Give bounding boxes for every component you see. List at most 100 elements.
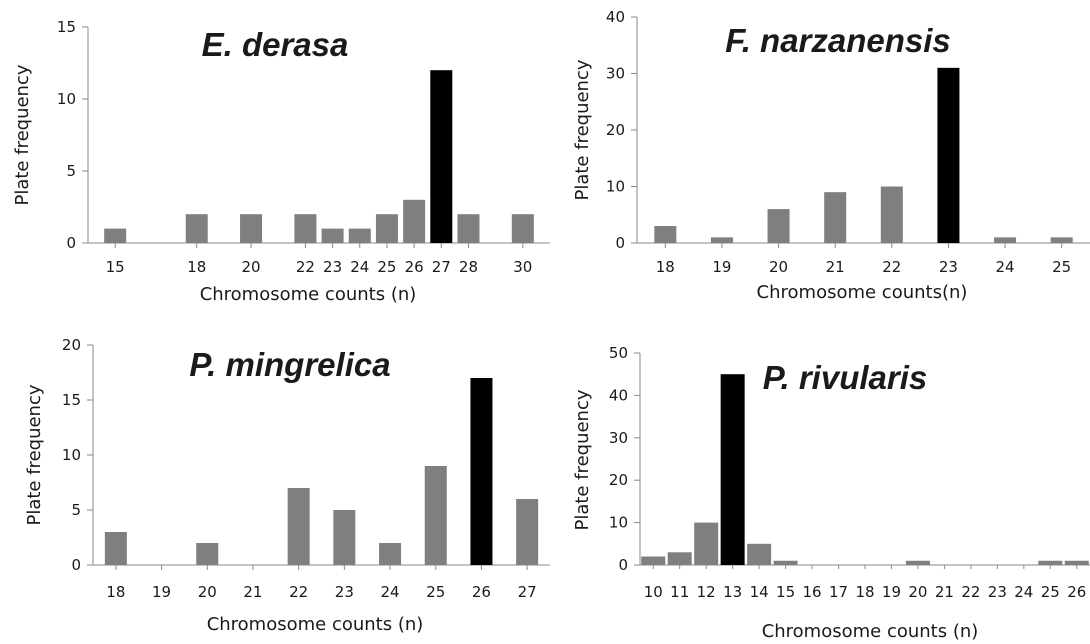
x-tick-label: 24 xyxy=(1014,583,1033,601)
bar-23 xyxy=(321,228,344,243)
x-axis-label: Chromosome counts (n) xyxy=(200,284,417,305)
panel-p-mingrelica: 0 5 10 15 20 18 19 20 21 22 23 24 25 26 27 Chromosome c… xyxy=(24,336,550,635)
bar-22 xyxy=(880,186,903,243)
x-tick-label: 16 xyxy=(803,583,822,601)
x-tick-label: 21 xyxy=(826,258,845,276)
x-tick-label: 20 xyxy=(908,583,927,601)
bar-27 xyxy=(430,70,453,243)
y-tick-label: 10 xyxy=(609,514,628,532)
x-tick-label: 22 xyxy=(882,258,901,276)
x-axis-label: Chromosome counts(n) xyxy=(757,282,968,303)
y-tick-label: 50 xyxy=(609,344,628,362)
bar-25 xyxy=(424,466,447,565)
x-tick-label: 24 xyxy=(350,258,369,276)
x-tick-label: 20 xyxy=(198,583,217,601)
bar-25 xyxy=(1050,237,1073,243)
x-tick-label: 20 xyxy=(242,258,261,276)
x-axis-label: Chromosome counts (n) xyxy=(762,621,979,642)
bar-20 xyxy=(240,214,263,243)
y-axis-label: Plate frequency xyxy=(572,389,593,530)
x-tick-label: 21 xyxy=(935,583,954,601)
x-tick-label: 23 xyxy=(939,258,958,276)
x-tick-label: 17 xyxy=(829,583,848,601)
chart-title: P. rivularis xyxy=(763,359,928,396)
bar-18 xyxy=(185,214,208,243)
bar-25 xyxy=(375,214,398,243)
x-tick-label: 19 xyxy=(712,258,731,276)
bar-11 xyxy=(667,552,692,565)
panel-f-narzanensis: 0 10 20 30 40 18 19 20 21 22 23 24 25 Chromosome coun… xyxy=(572,8,1090,303)
bar-28 xyxy=(457,214,480,243)
x-tick-label: 18 xyxy=(656,258,675,276)
bar-24 xyxy=(379,543,402,565)
bar-24 xyxy=(994,237,1017,243)
y-tick-label: 10 xyxy=(606,178,625,196)
x-tick-label: 18 xyxy=(855,583,874,601)
y-tick-label: 0 xyxy=(615,234,625,252)
y-tick-label: 20 xyxy=(62,336,81,354)
bar-27 xyxy=(516,499,539,565)
x-tick-label: 26 xyxy=(1067,583,1086,601)
x-tick-label: 12 xyxy=(697,583,716,601)
x-tick-label: 25 xyxy=(426,583,445,601)
bar-13 xyxy=(720,374,745,565)
y-tick-label: 15 xyxy=(62,391,81,409)
x-tick-label: 25 xyxy=(377,258,396,276)
x-tick-label: 22 xyxy=(289,583,308,601)
chart-title: E. derasa xyxy=(202,26,349,63)
y-tick-label: 10 xyxy=(62,446,81,464)
y-axis-label: Plate frequency xyxy=(572,59,593,200)
x-tick-label: 14 xyxy=(750,583,769,601)
bar-26 xyxy=(403,199,426,243)
y-tick-label: 5 xyxy=(71,501,81,519)
x-tick-label: 19 xyxy=(152,583,171,601)
bar-26 xyxy=(470,378,493,565)
x-tick-label: 25 xyxy=(1041,583,1060,601)
x-tick-label: 27 xyxy=(518,583,537,601)
y-tick-label: 20 xyxy=(609,471,628,489)
x-tick-label: 23 xyxy=(988,583,1007,601)
bar-18 xyxy=(104,532,127,565)
x-tick-label: 11 xyxy=(670,583,689,601)
x-tick-label: 23 xyxy=(323,258,342,276)
bar-20 xyxy=(196,543,219,565)
y-tick-label: 40 xyxy=(606,8,625,26)
x-tick-label: 15 xyxy=(776,583,795,601)
panel-e-derasa: 0 5 10 15 15 18 20 22 23 24 25 26 27 28 30 Chromosome c… xyxy=(12,18,550,305)
chart-title: P. mingrelica xyxy=(189,346,390,383)
y-tick-label: 5 xyxy=(66,162,76,180)
x-tick-label: 28 xyxy=(459,258,478,276)
bar-18 xyxy=(654,226,677,243)
x-tick-label: 30 xyxy=(513,258,532,276)
x-tick-label: 18 xyxy=(187,258,206,276)
x-tick-label: 26 xyxy=(405,258,424,276)
bar-20 xyxy=(767,209,790,243)
bar-30 xyxy=(511,214,534,243)
x-tick-label: 27 xyxy=(432,258,451,276)
y-tick-label: 0 xyxy=(71,556,81,574)
bar-14 xyxy=(747,543,772,565)
x-tick-label: 22 xyxy=(296,258,315,276)
bar-21 xyxy=(824,192,847,243)
x-tick-label: 22 xyxy=(961,583,980,601)
bar-15 xyxy=(773,560,798,565)
bar-24 xyxy=(348,228,371,243)
x-tick-label: 25 xyxy=(1052,258,1071,276)
bar-20 xyxy=(905,560,930,565)
x-axis-label: Chromosome counts (n) xyxy=(207,614,424,635)
x-tick-label: 24 xyxy=(381,583,400,601)
bar-26 xyxy=(1064,560,1089,565)
bar-25 xyxy=(1038,560,1063,565)
x-tick-label: 20 xyxy=(769,258,788,276)
panel-p-rivularis: 0 10 20 30 40 50 10 11 12 13 14 15 16 17 18 19 20 21 22 23 2… xyxy=(572,344,1090,642)
y-tick-label: 20 xyxy=(606,121,625,139)
y-tick-label: 40 xyxy=(609,386,628,404)
x-tick-label: 15 xyxy=(106,258,125,276)
bar-23 xyxy=(937,67,960,243)
x-tick-label: 18 xyxy=(106,583,125,601)
x-tick-label: 13 xyxy=(723,583,742,601)
y-axis-label: Plate frequency xyxy=(12,64,33,205)
x-tick-label: 23 xyxy=(335,583,354,601)
y-axis-label: Plate frequency xyxy=(24,384,45,525)
